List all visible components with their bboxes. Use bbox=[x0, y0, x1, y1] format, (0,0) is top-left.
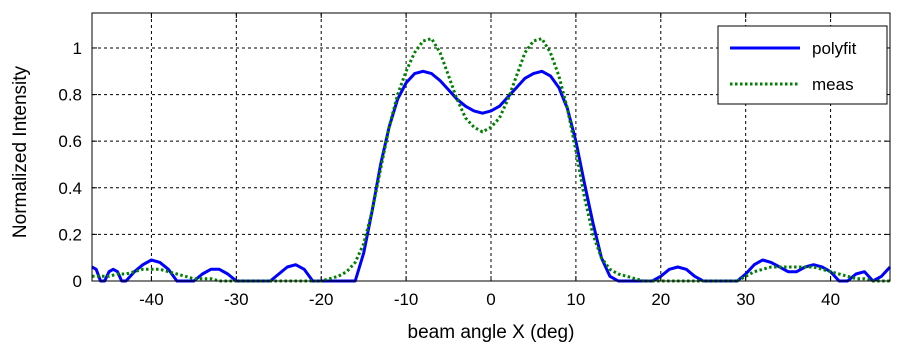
x-tick-label: 0 bbox=[486, 290, 495, 309]
y-tick-label: 1 bbox=[73, 39, 82, 58]
y-tick-label: 0.6 bbox=[58, 132, 82, 151]
x-tick-label: 40 bbox=[821, 290, 840, 309]
x-tick-label: 20 bbox=[651, 290, 670, 309]
legend-box bbox=[717, 25, 888, 105]
tick-labels: -40 -30 -20 -10 0 10 20 30 40 0 0.2 0.4 0.6 0.8 1 bbox=[58, 39, 840, 309]
y-tick-label: 0.4 bbox=[58, 179, 82, 198]
legend: polyfit meas bbox=[717, 25, 888, 105]
legend-entry-polyfit: polyfit bbox=[812, 39, 857, 58]
y-tick-label: 0 bbox=[73, 272, 82, 291]
x-axis-label: beam angle X (deg) bbox=[408, 322, 575, 343]
legend-entry-meas: meas bbox=[812, 75, 854, 94]
x-tick-label: -30 bbox=[224, 290, 249, 309]
y-axis-label: Normalized Intensity bbox=[10, 65, 31, 238]
x-tick-label: -20 bbox=[309, 290, 334, 309]
x-tick-label: -40 bbox=[139, 290, 164, 309]
y-tick-label: 0.2 bbox=[58, 225, 82, 244]
x-tick-label: -10 bbox=[394, 290, 419, 309]
y-tick-label: 0.8 bbox=[58, 86, 82, 105]
x-tick-label: 30 bbox=[736, 290, 755, 309]
x-tick-label: 10 bbox=[566, 290, 585, 309]
